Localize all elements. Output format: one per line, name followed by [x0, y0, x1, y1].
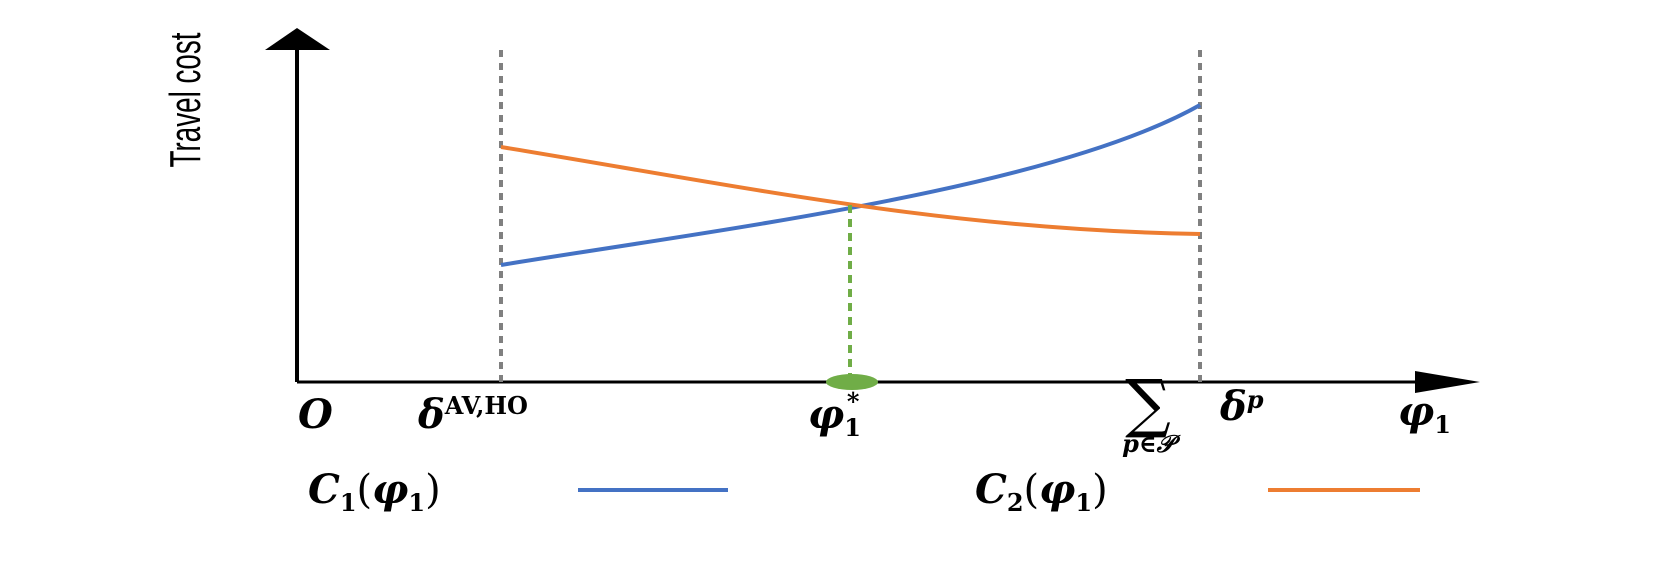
sub: 1: [340, 488, 357, 517]
equilibrium-label: φ1*: [808, 387, 861, 442]
sub: 1: [408, 488, 425, 517]
symbol: δ: [1219, 383, 1247, 430]
y-axis-label: Travel cost: [161, 33, 210, 168]
sub: 1: [1075, 488, 1092, 517]
symbol: δ: [417, 391, 445, 438]
c2-curve: [500, 145, 1201, 236]
legend-c1: C1(φ1): [308, 466, 441, 517]
upper-bound-label: δp: [1219, 383, 1264, 430]
var: φ: [372, 466, 408, 513]
x-arrow: [1415, 371, 1480, 393]
y-arrow: [265, 28, 330, 50]
superscript: AV,HO: [444, 391, 528, 420]
paren: ): [1092, 467, 1108, 513]
legend-c2: C2(φ1): [975, 466, 1108, 517]
sub: 2: [1007, 488, 1024, 517]
paren: (: [357, 467, 373, 513]
lower-bound-label: δAV,HO: [417, 391, 528, 438]
origin-label: O: [298, 391, 333, 438]
func: C: [308, 466, 340, 513]
paren: ): [425, 467, 441, 513]
symbol: φ: [808, 391, 844, 438]
subscript: 1: [1434, 410, 1451, 439]
x-axis-label: φ1: [1398, 388, 1451, 439]
func: C: [975, 466, 1007, 513]
var: φ: [1039, 466, 1075, 513]
superscript: *: [847, 387, 860, 416]
equilibrium-point: [826, 374, 878, 390]
symbol: φ: [1398, 388, 1434, 435]
paren: (: [1024, 467, 1040, 513]
sum-operator: ∑: [1125, 367, 1171, 441]
subscript: 1: [844, 413, 861, 442]
sum-index: p∈𝒫: [1122, 429, 1181, 458]
superscript: p: [1247, 385, 1264, 414]
c1-curve: [500, 103, 1201, 267]
